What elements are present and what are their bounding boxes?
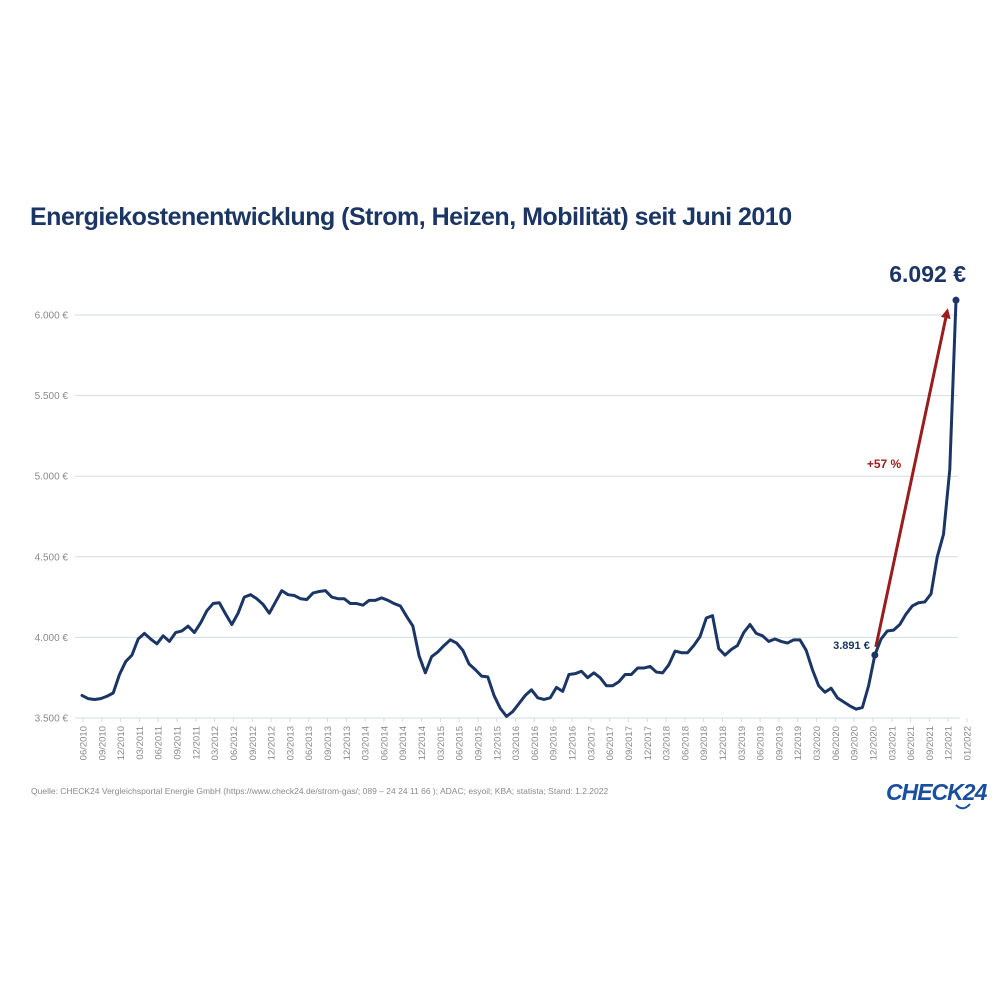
x-tick-label: 12/2018 xyxy=(718,726,729,760)
x-tick-label: 09/2013 xyxy=(323,726,334,760)
x-tick-label: 09/2016 xyxy=(549,726,560,760)
x-tick-label: 09/2020 xyxy=(850,726,861,760)
x-tick-label: 12/2010 xyxy=(116,726,127,760)
y-axis-ticks: 3.500 € 4.000 € 4.500 € 5.000 € 5.500 € 6.000… xyxy=(35,311,69,725)
chart-title: Energiekostenentwicklung (Strom, Heizen,… xyxy=(30,203,792,231)
x-tick-label: 06/2015 xyxy=(455,726,466,760)
series-line xyxy=(80,298,958,718)
change-arrow xyxy=(874,308,951,648)
x-tick-label: 12/2017 xyxy=(643,726,654,760)
x-tick-label: 09/2021 xyxy=(925,726,936,760)
x-tick-label: 06/2013 xyxy=(304,726,315,760)
x-tick-label: 06/2014 xyxy=(379,726,390,760)
x-tick-label: 09/2014 xyxy=(398,726,409,760)
series-layer xyxy=(80,298,958,718)
x-tick-label: 06/2020 xyxy=(831,726,842,760)
x-tick-label: 01/2022 xyxy=(963,726,974,760)
grid-lines xyxy=(75,314,960,719)
x-tick-label: 03/2018 xyxy=(662,726,673,760)
x-tick-label: 12/2012 xyxy=(267,726,278,760)
y-tick-label: 4.000 € xyxy=(35,633,69,644)
x-tick-label: 03/2014 xyxy=(361,726,372,760)
source-note: Quelle: CHECK24 Vergleichsportal Energie… xyxy=(31,786,609,796)
x-tick-label: 03/2019 xyxy=(737,726,748,760)
x-tick-label: 06/2018 xyxy=(680,726,691,760)
x-tick-label: 12/2019 xyxy=(793,726,804,760)
change-label: +57 % xyxy=(867,457,902,471)
x-tick-label: 03/2015 xyxy=(436,726,447,760)
logo-swoosh-icon xyxy=(955,803,971,810)
x-tick-label: 06/2016 xyxy=(530,726,541,760)
annotations: 3.891 € 6.092 € +57 % xyxy=(833,261,966,659)
x-tick-label: 09/2011 xyxy=(173,726,184,760)
x-tick-label: 03/2017 xyxy=(586,726,597,760)
x-tick-label: 06/2017 xyxy=(605,726,616,760)
y-tick-label: 6.000 € xyxy=(35,311,69,322)
x-tick-label: 12/2020 xyxy=(868,726,879,760)
x-tick-label: 12/2014 xyxy=(417,726,428,760)
x-tick-label: 09/2019 xyxy=(774,726,785,760)
x-tick-label: 09/2015 xyxy=(473,726,484,760)
check24-logo: CHECK24 xyxy=(886,779,987,805)
x-tick-label: 06/2012 xyxy=(229,726,240,760)
end-value-label: 6.092 € xyxy=(889,261,966,287)
x-tick-label: 12/2015 xyxy=(492,726,503,760)
x-tick-label: 03/2020 xyxy=(812,726,823,760)
x-tick-label: 06/2019 xyxy=(756,726,767,760)
start-point-marker xyxy=(871,651,879,659)
end-point-marker xyxy=(952,296,960,304)
y-tick-label: 5.000 € xyxy=(35,472,69,483)
x-tick-label: 09/2012 xyxy=(248,726,259,760)
x-tick-label: 03/2013 xyxy=(285,726,296,760)
x-axis-ticks: 06/2010 09/2010 12/2010 03/2011 06/2011 09/20… xyxy=(79,718,974,760)
x-tick-label: 06/2010 xyxy=(79,726,90,760)
y-tick-label: 5.500 € xyxy=(35,391,69,402)
start-value-label: 3.891 € xyxy=(833,640,870,652)
x-tick-label: 03/2011 xyxy=(135,726,146,760)
x-tick-label: 03/2012 xyxy=(210,726,221,760)
x-tick-label: 12/2013 xyxy=(342,726,353,760)
x-tick-label: 09/2010 xyxy=(97,726,108,760)
x-tick-label: 12/2016 xyxy=(568,726,579,760)
x-tick-label: 03/2021 xyxy=(887,726,898,760)
x-tick-label: 06/2011 xyxy=(154,726,165,760)
x-tick-label: 12/2011 xyxy=(191,726,202,760)
y-tick-label: 4.500 € xyxy=(35,552,69,563)
x-tick-label: 09/2017 xyxy=(624,726,635,760)
y-tick-label: 3.500 € xyxy=(35,714,69,725)
x-tick-label: 03/2016 xyxy=(511,726,522,760)
x-tick-label: 09/2018 xyxy=(699,726,710,760)
x-tick-label: 06/2021 xyxy=(906,726,917,760)
x-tick-label: 12/2021 xyxy=(944,726,955,760)
